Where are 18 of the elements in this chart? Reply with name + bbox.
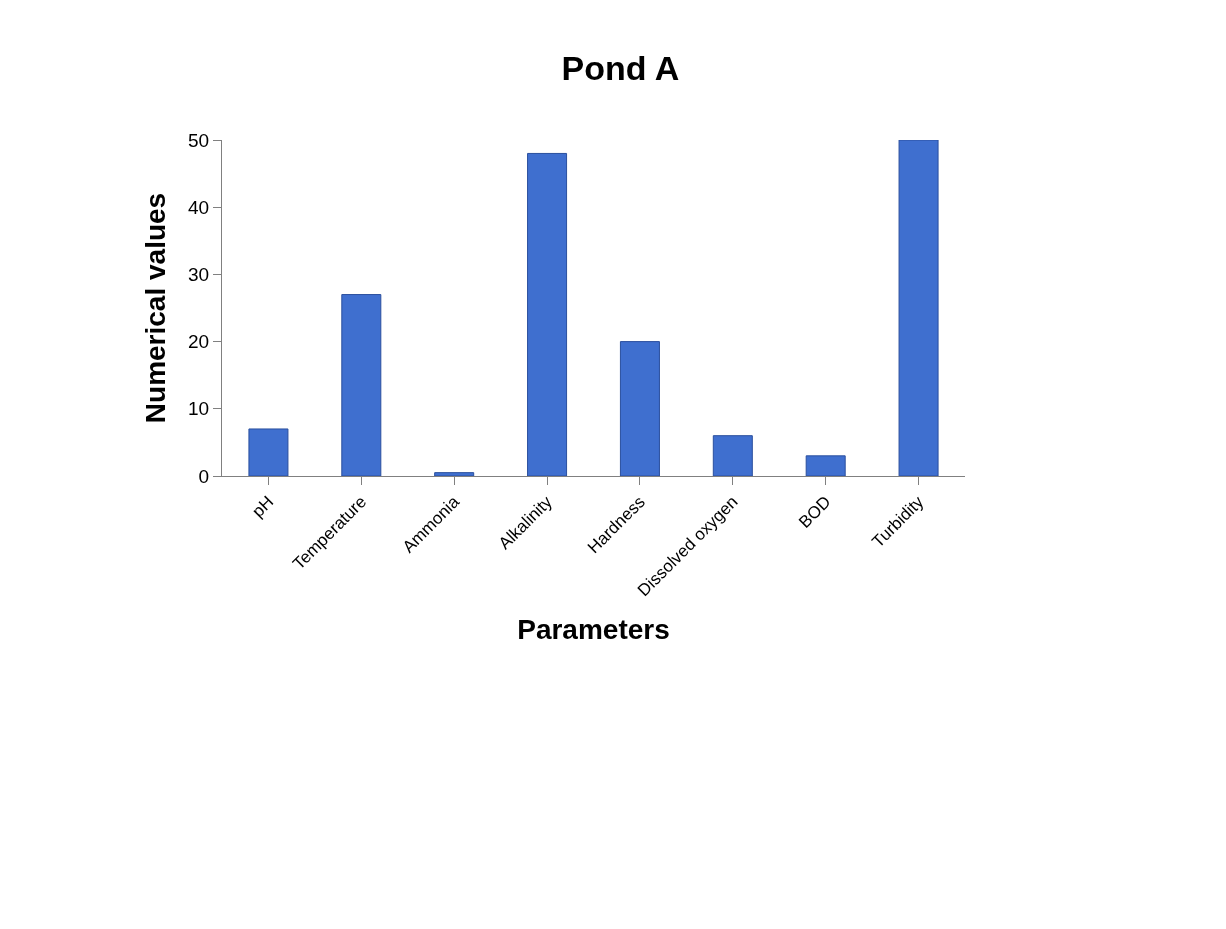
y-tick-label: 30 xyxy=(188,264,210,286)
y-tick-label: 50 xyxy=(188,129,210,151)
bar xyxy=(805,455,846,476)
x-axis-title: Parameters xyxy=(517,614,670,646)
bar xyxy=(341,294,382,476)
y-tick-label: 0 xyxy=(198,465,210,487)
bar xyxy=(434,472,475,476)
bar xyxy=(712,435,753,476)
chart-title: Pond A xyxy=(561,48,680,87)
bar xyxy=(898,140,939,476)
y-tick-label: 40 xyxy=(188,196,210,218)
y-tick-label: 20 xyxy=(188,331,210,353)
y-axis-title: Numerical values xyxy=(139,192,171,424)
bar xyxy=(619,341,660,476)
bar xyxy=(527,152,568,476)
x-tick-label: pH xyxy=(248,492,278,522)
y-tick-label: 10 xyxy=(188,398,210,420)
bar xyxy=(248,428,289,476)
